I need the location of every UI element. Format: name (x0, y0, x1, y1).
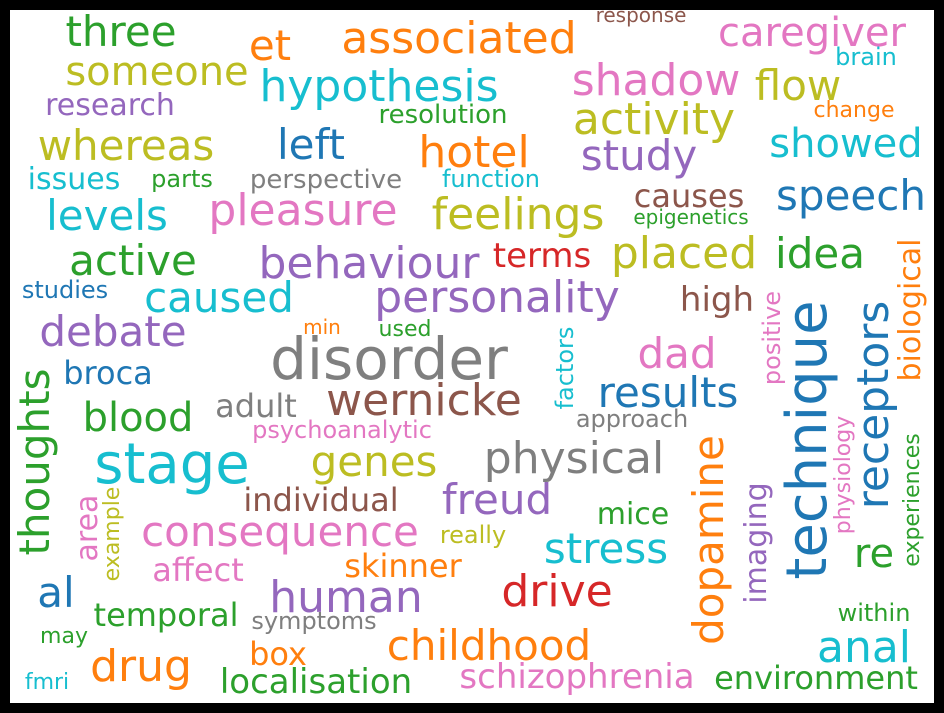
word-min: min (303, 315, 341, 339)
word-receptors: receptors (848, 300, 899, 510)
word-cloud: response three caregiver et associated brain s… (10, 10, 934, 703)
word-speech: speech (776, 171, 926, 220)
word-results: results (597, 368, 739, 417)
word-blood: blood (82, 395, 194, 441)
word-within: within (837, 599, 911, 627)
word-physical: physical (483, 433, 665, 484)
word-hotel: hotel (418, 127, 530, 178)
word-stage: stage (94, 432, 250, 497)
word-example: example (100, 486, 125, 582)
word-personality: personality (374, 272, 620, 323)
word-environment: environment (714, 659, 918, 697)
word-may: may (40, 624, 88, 649)
word-studies: studies (21, 276, 109, 304)
word-affect: affect (152, 551, 244, 589)
word-factors: factors (551, 326, 579, 410)
word-high: high (679, 280, 755, 320)
word-debate: debate (39, 307, 187, 356)
word-human: human (269, 572, 423, 623)
word-left: left (276, 120, 346, 169)
word-experiences: experiences (900, 433, 925, 567)
word-box: box (249, 635, 307, 673)
word-caused: caused (144, 273, 294, 322)
word-freud: freud (441, 475, 553, 524)
word-skinner: skinner (344, 547, 462, 585)
word-study: study (580, 131, 698, 180)
word-wernicke: wernicke (326, 375, 522, 426)
word-shadow: shadow (571, 55, 741, 106)
word-disorder: disorder (270, 325, 508, 393)
word-temporal: temporal (93, 596, 239, 634)
word-physiology: physiology (831, 415, 856, 535)
word-stress: stress (543, 524, 669, 573)
word-et: et (248, 21, 292, 70)
word-psychoanalytic: psychoanalytic (252, 416, 432, 444)
word-anal: anal (816, 622, 912, 673)
word-drug: drug (90, 641, 192, 692)
word-really: really (439, 521, 507, 549)
word-fmri: fmri (24, 670, 70, 695)
word-caregiver: caregiver (718, 10, 906, 56)
word-adult: adult (215, 387, 297, 425)
word-mice: mice (596, 497, 670, 532)
word-area: area (70, 494, 105, 562)
word-re: re (853, 531, 895, 577)
word-dad: dad (637, 329, 717, 378)
word-consequence: consequence (141, 507, 419, 556)
word-epigenetics: epigenetics (633, 205, 749, 229)
word-childhood: childhood (386, 621, 592, 670)
word-terms: terms (492, 236, 592, 276)
word-parts: parts (151, 165, 213, 193)
word-whereas: whereas (37, 121, 215, 170)
word-feelings: feelings (431, 189, 605, 240)
word-function: function (441, 165, 541, 193)
word-activity: activity (572, 94, 736, 145)
word-someone: someone (65, 49, 249, 95)
word-issues: issues (27, 162, 121, 197)
word-resolution: resolution (378, 100, 508, 130)
word-imaging: imaging (739, 482, 774, 604)
word-levels: levels (46, 191, 168, 240)
word-showed: showed (769, 121, 923, 167)
word-al: al (37, 568, 75, 617)
word-brain: brain (835, 43, 897, 71)
word-approach: approach (575, 405, 689, 433)
word-change: change (813, 98, 895, 123)
word-perspective: perspective (249, 165, 403, 195)
word-individual: individual (243, 481, 399, 519)
word-flow: flow (754, 61, 842, 110)
word-hypothesis: hypothesis (259, 61, 499, 112)
word-pleasure: pleasure (208, 185, 398, 236)
word-idea: idea (775, 229, 865, 278)
word-active: active (69, 236, 197, 285)
word-response: response (595, 10, 687, 27)
word-causes: causes (633, 177, 745, 215)
word-research: research (45, 88, 175, 123)
word-drive: drive (501, 566, 613, 617)
word-genes: genes (310, 437, 438, 486)
word-used: used (378, 317, 432, 342)
word-broca: broca (63, 354, 153, 392)
word-localisation: localisation (219, 662, 413, 702)
word-technique: technique (775, 300, 840, 580)
word-schizophrenia: schizophrenia (459, 657, 695, 697)
word-thoughts: thoughts (10, 368, 59, 556)
word-biological: biological (893, 238, 928, 382)
word-associated: associated (341, 13, 577, 64)
word-three: three (65, 10, 177, 56)
word-behaviour: behaviour (258, 238, 480, 289)
word-symptoms: symptoms (251, 607, 377, 635)
word-dopamine: dopamine (684, 435, 733, 645)
word-placed: placed (610, 228, 758, 279)
